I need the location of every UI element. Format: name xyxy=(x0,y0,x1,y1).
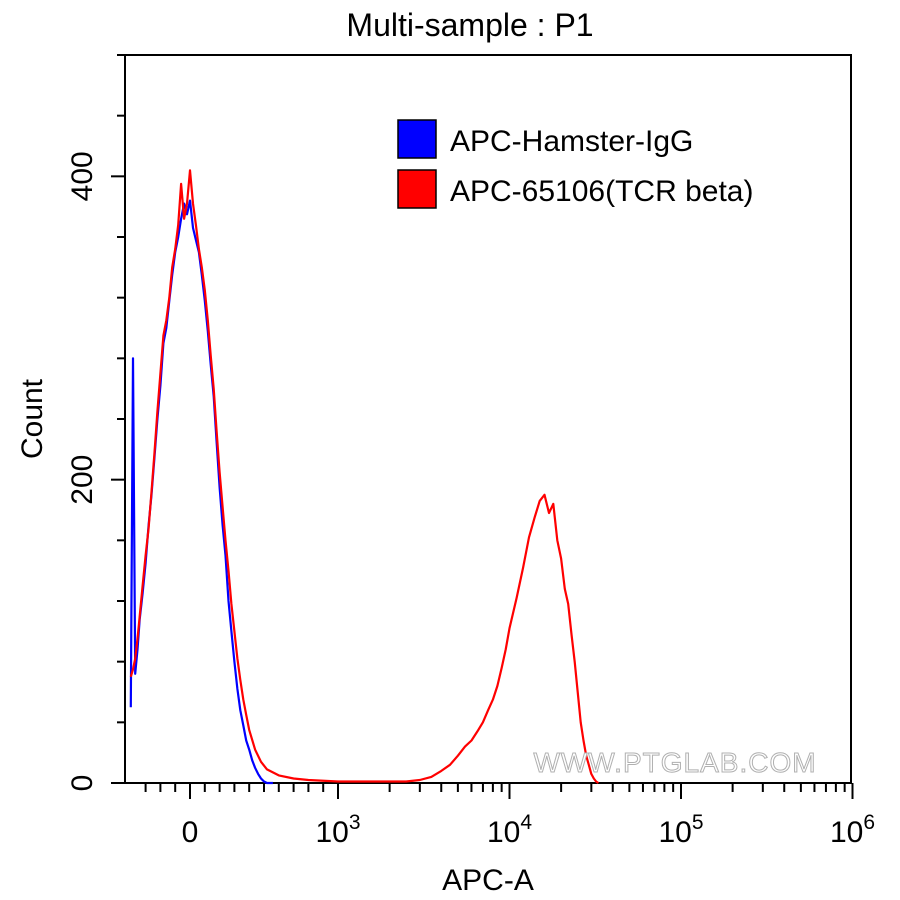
y-tick-label: 400 xyxy=(66,151,99,201)
x-tick-label: 106 xyxy=(830,811,875,849)
x-axis: 0 103 104 105 106 xyxy=(144,783,875,849)
x-tick-label: 103 xyxy=(315,811,360,849)
y-axis: 0 200 400 xyxy=(66,54,125,792)
y-axis-label: Count xyxy=(16,378,49,459)
legend: APC-Hamster-IgG APC-65106(TCR beta) xyxy=(397,119,753,209)
legend-label: APC-65106(TCR beta) xyxy=(450,175,753,208)
y-tick-label: 0 xyxy=(66,775,99,792)
series-layer xyxy=(129,169,600,785)
x-tick-label: 104 xyxy=(487,811,532,849)
plot-frame xyxy=(124,54,852,784)
x-axis-label: APC-A xyxy=(442,864,534,897)
x-tick-label: 105 xyxy=(658,811,703,849)
legend-label: APC-Hamster-IgG xyxy=(450,125,693,158)
chart-title: Multi-sample : P1 xyxy=(346,7,593,43)
watermark-text: WWW.PTGLAB.COM xyxy=(533,747,816,778)
legend-swatch xyxy=(397,169,437,209)
x-tick-label: 0 xyxy=(182,816,199,849)
y-tick-label: 200 xyxy=(66,455,99,505)
legend-swatch xyxy=(397,119,437,159)
series-line-2 xyxy=(129,169,600,784)
